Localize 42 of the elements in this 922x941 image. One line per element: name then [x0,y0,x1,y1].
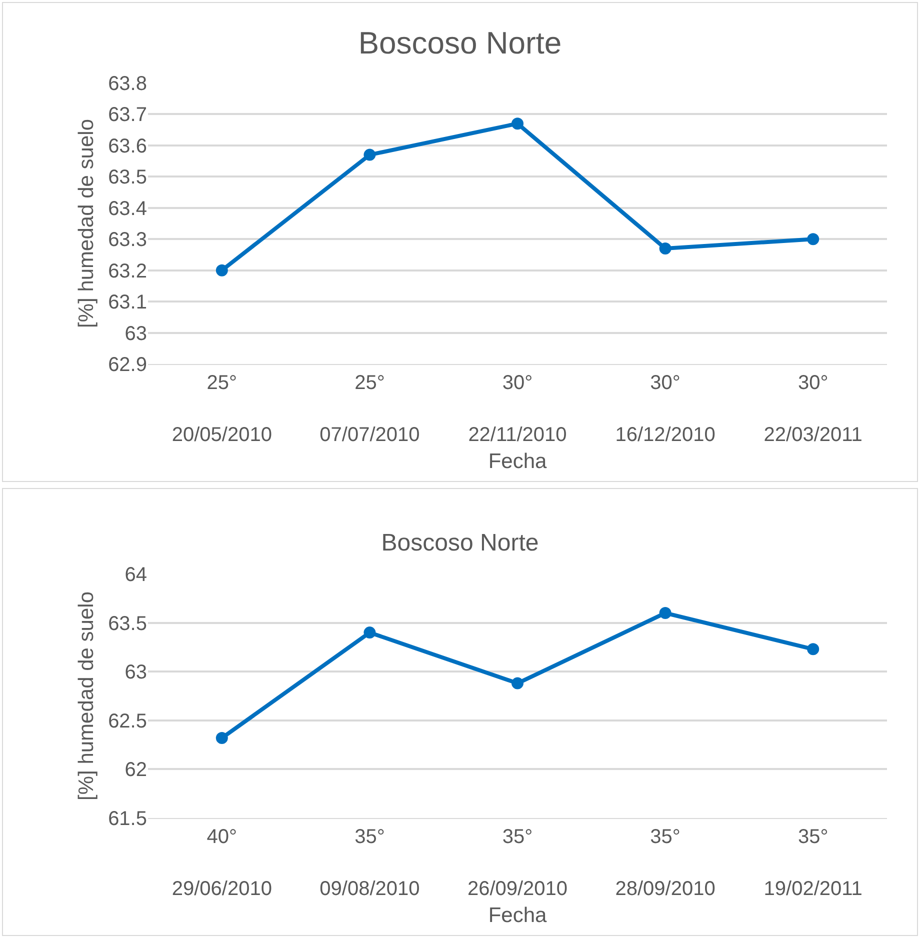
point [659,607,672,620]
chart-title: Boscoso Norte [358,25,562,60]
y-tick-label: 63.5 [108,166,147,189]
category-label: 25° 20/05/2010 [172,372,272,446]
category-label: 30° 22/03/2011 [764,372,862,446]
category-label: 30° 16/12/2010 [615,372,716,446]
point [364,626,376,639]
chart-title: Boscoso Norte [381,529,539,556]
y-tick-label: 63.7 [108,104,147,126]
point [807,233,820,246]
y-tick-label: 61.5 [108,808,147,830]
y-tick-label: 64 [124,564,147,586]
point [364,148,376,161]
point [659,242,672,254]
y-tick-label: 63.8 [108,73,147,95]
y-tick-label: 63.1 [108,292,147,314]
category-label: 35° 19/02/2011 [764,826,862,900]
point [512,677,524,690]
y-tick-label: 62.5 [108,710,147,732]
y-tick-label: 63.4 [108,198,147,220]
y-tick-label: 63.3 [108,229,147,252]
y-tick-label: 63.2 [108,260,147,282]
category-label: 35° 26/09/2010 [467,826,568,900]
category-label: 35° 09/08/2010 [320,826,420,900]
point [216,732,228,744]
point [512,118,524,130]
y-axis-title: [%] humedad de suelo [75,592,98,800]
category-label: 35° 28/09/2010 [615,826,716,900]
point [216,264,228,276]
y-tick-label: 63 [124,662,147,684]
y-tick-label: 63.5 [108,612,147,635]
y-tick-label: 63 [124,322,147,345]
category-label: 25° 07/07/2010 [320,372,420,446]
y-tick-label: 62.9 [108,354,147,376]
point [807,643,820,656]
category-label: 40° 29/06/2010 [172,826,272,900]
y-tick-label: 62 [124,759,147,782]
category-label: 30° 22/11/2010 [468,372,567,446]
x-axis-title: Fecha [488,450,547,474]
y-axis-title: [%] humedad de suelo [75,119,98,328]
y-tick-label: 63.6 [108,135,147,158]
x-axis-title: Fecha [488,904,547,928]
